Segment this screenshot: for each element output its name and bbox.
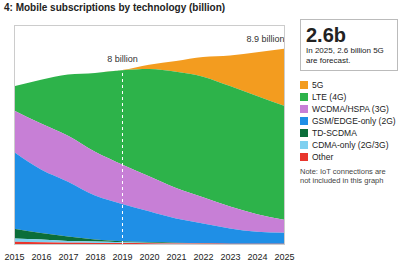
html-text:4: Mobile subscriptions by tec: 4: Mobile subscriptions by technology (b…	[4, 2, 226, 13]
html-text:LTE (4G): LTE (4G)	[312, 92, 347, 102]
svg-text:2020: 2020	[139, 252, 159, 262]
svg-text:2016: 2016	[31, 252, 51, 262]
html-text:In 2025, 2.6 billion 5G: In 2025, 2.6 billion 5G	[306, 46, 384, 55]
svg-text:2025: 2025	[274, 252, 294, 262]
svg-text:2019: 2019	[112, 252, 132, 262]
svg-text:8.9 billion: 8.9 billion	[246, 34, 284, 44]
svg-text:2022: 2022	[193, 252, 213, 262]
svg-text:2021: 2021	[166, 252, 186, 262]
html-text:CDMA-only (2G/3G): CDMA-only (2G/3G)	[312, 140, 389, 150]
svg-text:2024: 2024	[247, 252, 267, 262]
html-text:5G: 5G	[312, 80, 324, 90]
svg-text:2017: 2017	[58, 252, 78, 262]
svg-text:2018: 2018	[85, 252, 105, 262]
html-text:are forecast.: are forecast.	[306, 56, 351, 65]
html-text:2.6b: 2.6b	[306, 24, 346, 46]
svg-text:2015: 2015	[4, 252, 24, 262]
svg-text:2023: 2023	[220, 252, 240, 262]
html-text:TD-SCDMA: TD-SCDMA	[312, 128, 357, 138]
html-text:WCDMA/HSPA (3G): WCDMA/HSPA (3G)	[312, 104, 389, 114]
svg-text:8 billion: 8 billion	[107, 54, 138, 64]
html-text:Note: IoT connections are not: Note: IoT connections are not included i…	[300, 167, 386, 185]
html-text:Other: Other	[312, 152, 334, 162]
html-text:GSM/EDGE-only (2G): GSM/EDGE-only (2G)	[312, 116, 396, 126]
